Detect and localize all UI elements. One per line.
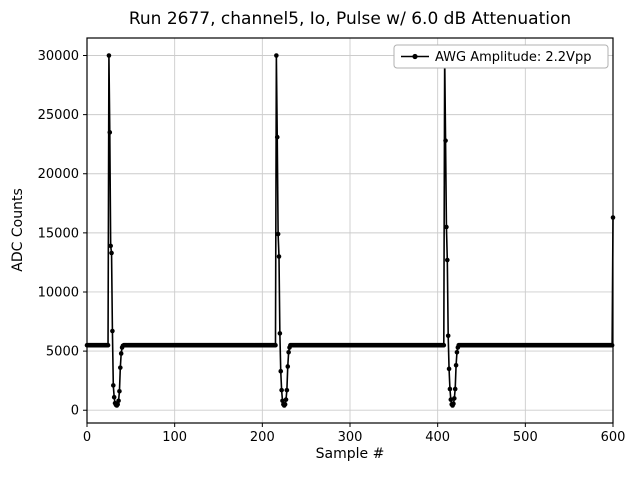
series-marker (279, 387, 284, 393)
series-marker (275, 231, 281, 237)
series-marker (445, 257, 450, 263)
series-marker (444, 224, 449, 230)
series-marker (445, 333, 451, 339)
data-series (84, 53, 616, 408)
x-tick-label: 300 (338, 430, 363, 445)
series-marker (107, 130, 113, 135)
y-tick-label: 20000 (38, 167, 79, 182)
series-marker (116, 398, 121, 404)
series-marker (452, 386, 458, 392)
series-marker (111, 383, 116, 388)
series-marker (280, 398, 285, 404)
x-tick-label: 0 (83, 430, 91, 445)
y-tick-label: 30000 (38, 49, 79, 64)
series-marker (452, 396, 457, 401)
series-marker (274, 53, 279, 58)
series-marker (443, 138, 448, 143)
series-marker (274, 134, 280, 140)
series-marker (278, 368, 284, 374)
x-tick-label: 100 (162, 430, 187, 445)
x-tick-label: 500 (513, 430, 538, 445)
legend-marker-sample (412, 53, 418, 60)
series-marker (105, 342, 111, 348)
series-marker (446, 366, 452, 372)
series-marker (111, 394, 117, 400)
series-marker (118, 365, 123, 370)
series-marker (282, 402, 288, 407)
x-tick-label: 600 (601, 430, 626, 445)
y-axis: 0 5000 10000 15000 20000 25000 30000 (38, 49, 87, 419)
series-marker (276, 254, 282, 259)
series-marker (609, 342, 615, 348)
series-marker (277, 331, 283, 336)
series-marker (110, 328, 115, 334)
series-marker (106, 53, 112, 58)
y-tick-label: 5000 (46, 345, 79, 360)
series-marker (451, 401, 456, 407)
x-axis: 0 100 200 300 400 500 600 (83, 423, 626, 445)
series-marker (117, 389, 122, 394)
series-marker (115, 402, 120, 407)
series-marker (118, 351, 124, 356)
x-tick-label: 400 (425, 430, 450, 445)
y-tick-label: 15000 (38, 226, 79, 241)
series-marker (284, 387, 290, 393)
legend: AWG Amplitude: 2.2Vpp (393, 44, 609, 69)
y-tick-label: 10000 (38, 285, 79, 300)
x-tick-label: 200 (250, 430, 275, 445)
series-marker (447, 386, 453, 392)
series-marker (109, 250, 114, 256)
series-marker (286, 349, 291, 355)
series-marker (283, 397, 289, 402)
legend-label: AWG Amplitude: 2.2Vpp (435, 50, 591, 65)
y-tick-label: 25000 (38, 108, 79, 123)
grid (86, 38, 614, 423)
series-marker (454, 349, 460, 355)
series-marker (273, 342, 278, 348)
y-axis-label: ADC Counts (10, 188, 26, 271)
chart-title: Run 2677, channel5, Io, Pulse w/ 6.0 dB … (129, 9, 571, 29)
series-marker (453, 363, 459, 368)
series-marker (285, 364, 291, 369)
series-marker (448, 397, 454, 402)
legend-box (393, 44, 609, 69)
series-marker (441, 342, 447, 348)
x-axis-label: Sample # (316, 446, 385, 462)
y-tick-label: 0 (71, 404, 79, 419)
series-marker (108, 243, 113, 249)
